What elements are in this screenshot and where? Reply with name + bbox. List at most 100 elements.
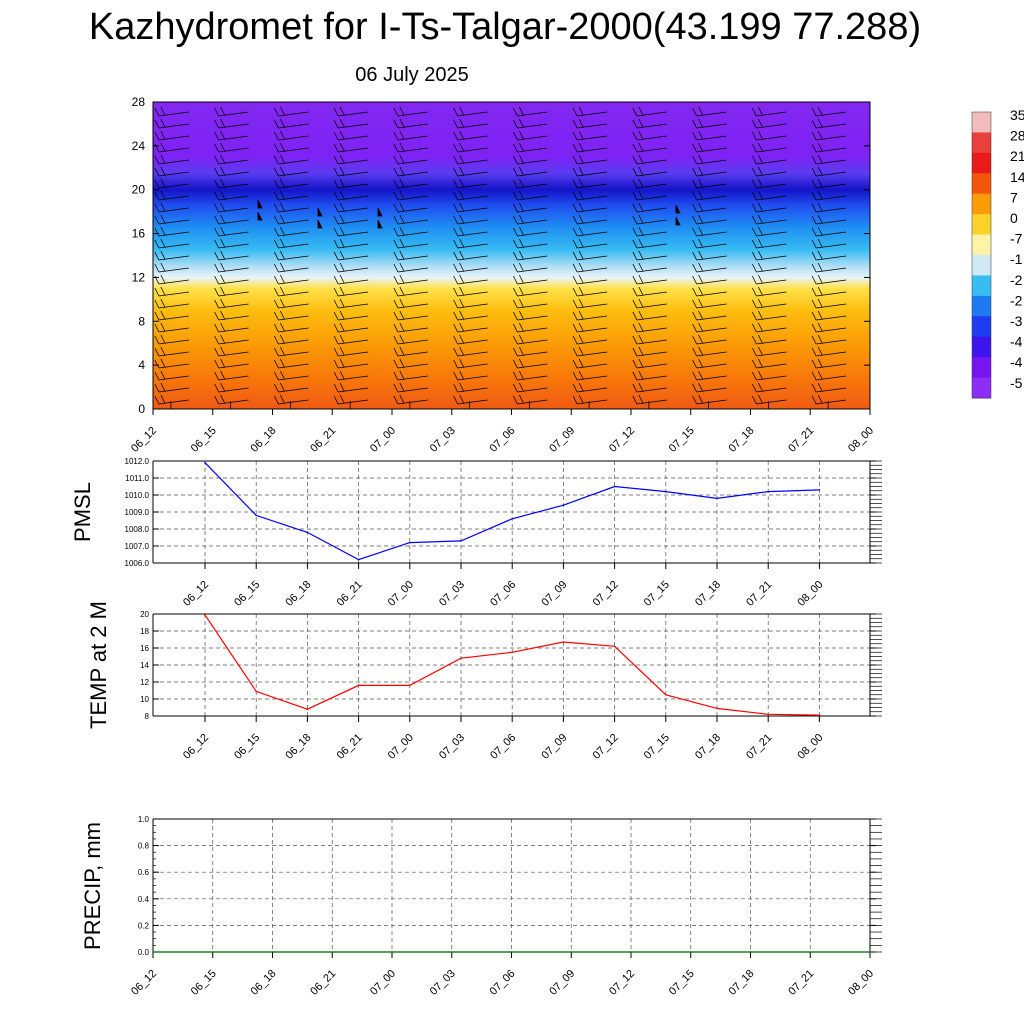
wind-barb — [397, 267, 428, 273]
x-tick-label: 06_21 — [308, 968, 338, 998]
x-tick-label: 06_21 — [335, 732, 365, 762]
wind-pennant — [317, 219, 323, 229]
wind-barb — [756, 399, 787, 405]
wind-barb-flag — [459, 298, 464, 308]
wind-barb-flag — [513, 239, 518, 249]
wind-barb — [696, 231, 727, 237]
wind-barb-flag — [333, 263, 339, 273]
wind-barb-flag — [698, 274, 703, 284]
wind-barb-flag — [459, 106, 464, 116]
wind-barb-flag — [698, 178, 703, 188]
wind-barb — [338, 291, 369, 297]
wind-barb — [816, 243, 847, 249]
wind-barb-flag — [154, 203, 160, 213]
wind-barb-flag — [817, 238, 823, 248]
wind-barb-flag — [453, 383, 458, 393]
wind-barb-flag — [698, 322, 703, 332]
wind-barb — [696, 303, 727, 309]
wind-barb — [577, 159, 608, 165]
y-tick-label: 24 — [132, 139, 146, 153]
wind-barb-flag — [758, 286, 763, 296]
wind-barb-flag — [817, 370, 823, 380]
colorbar-segment — [972, 173, 991, 195]
wind-barb — [816, 135, 847, 141]
wind-barb-flag — [698, 370, 703, 380]
wind-barb-flag — [280, 250, 285, 260]
wind-barb-flag — [698, 142, 703, 152]
wind-barb — [816, 123, 847, 129]
wind-barb — [397, 123, 428, 129]
wind-barb-flag — [638, 178, 644, 188]
wind-barb-flag — [692, 227, 697, 237]
wind-barb — [457, 327, 488, 333]
wind-barb-flag — [453, 347, 458, 357]
wind-barb-flag — [513, 203, 518, 213]
wind-barb — [158, 303, 189, 309]
wind-barb-flag — [513, 107, 518, 117]
wind-barb-flag — [758, 334, 763, 344]
wind-barb-flag — [758, 370, 763, 380]
wind-barb-flag — [638, 274, 644, 284]
wind-barb-flag — [578, 118, 584, 128]
wind-barb-flag — [578, 370, 584, 380]
wind-barb-flag — [572, 287, 578, 297]
wind-barb-flag — [578, 142, 584, 152]
wind-barb-flag — [339, 358, 345, 368]
wind-barb-flag — [698, 106, 703, 116]
x-tick-label: 07_09 — [547, 968, 577, 998]
wind-barb — [158, 315, 189, 321]
wind-barb-flag — [339, 310, 345, 320]
wind-barb-flag — [811, 239, 817, 249]
pmsl-data-point — [511, 518, 513, 520]
wind-barb — [696, 147, 727, 153]
wind-barb-flag — [572, 119, 578, 129]
wind-barb-flag — [572, 371, 578, 381]
wind-barb — [577, 111, 608, 117]
y-tick-label: 8 — [138, 314, 145, 328]
wind-barb-flag — [513, 143, 518, 153]
wind-barb-flag — [274, 191, 279, 201]
wind-barb-flag — [333, 251, 339, 261]
x-tick-label: 07_18 — [693, 579, 723, 609]
wind-barb-flag — [453, 131, 458, 141]
wind-barb-flag — [280, 154, 285, 164]
wind-barb — [457, 207, 488, 213]
wind-barb — [756, 279, 787, 285]
wind-barb — [397, 195, 428, 201]
wind-barb-flag — [274, 371, 279, 381]
wind-barb — [218, 171, 249, 177]
precip-data-point — [331, 951, 334, 953]
wind-barb — [696, 375, 727, 381]
wind-barb — [696, 399, 727, 405]
wind-barb-flag — [220, 154, 225, 164]
wind-barb-flag — [280, 286, 285, 296]
wind-barb-flag — [333, 395, 339, 405]
pmsl-data-point — [204, 461, 206, 464]
wind-barb-flag — [752, 239, 757, 249]
wind-barbs — [154, 106, 847, 409]
wind-barb-flag — [632, 299, 638, 309]
wind-barb — [278, 147, 309, 153]
wind-barb-flag — [399, 142, 405, 152]
wind-barb-flag — [333, 167, 339, 177]
wind-barb — [636, 159, 667, 165]
temp-2m-data-point — [511, 651, 513, 654]
y-tick-label: 14 — [140, 661, 149, 670]
wind-barb-flag — [393, 227, 399, 237]
wind-barb-flag — [632, 323, 638, 333]
wind-barb-flag — [399, 358, 405, 368]
wind-barb-flag — [214, 215, 219, 225]
wind-barb — [158, 123, 189, 129]
wind-barb — [577, 351, 608, 357]
wind-barb-flag — [758, 346, 763, 356]
wind-barb-flag — [632, 119, 638, 129]
wind-barb-flag — [280, 190, 285, 200]
wind-barb-flag — [817, 310, 823, 320]
wind-barb-flag — [214, 371, 219, 381]
wind-barb — [517, 159, 548, 165]
wind-barb — [816, 159, 847, 165]
wind-barb — [696, 327, 727, 333]
wind-barb — [517, 147, 548, 153]
precip-data-point — [630, 951, 632, 953]
y-tick-label: 20 — [132, 183, 146, 197]
